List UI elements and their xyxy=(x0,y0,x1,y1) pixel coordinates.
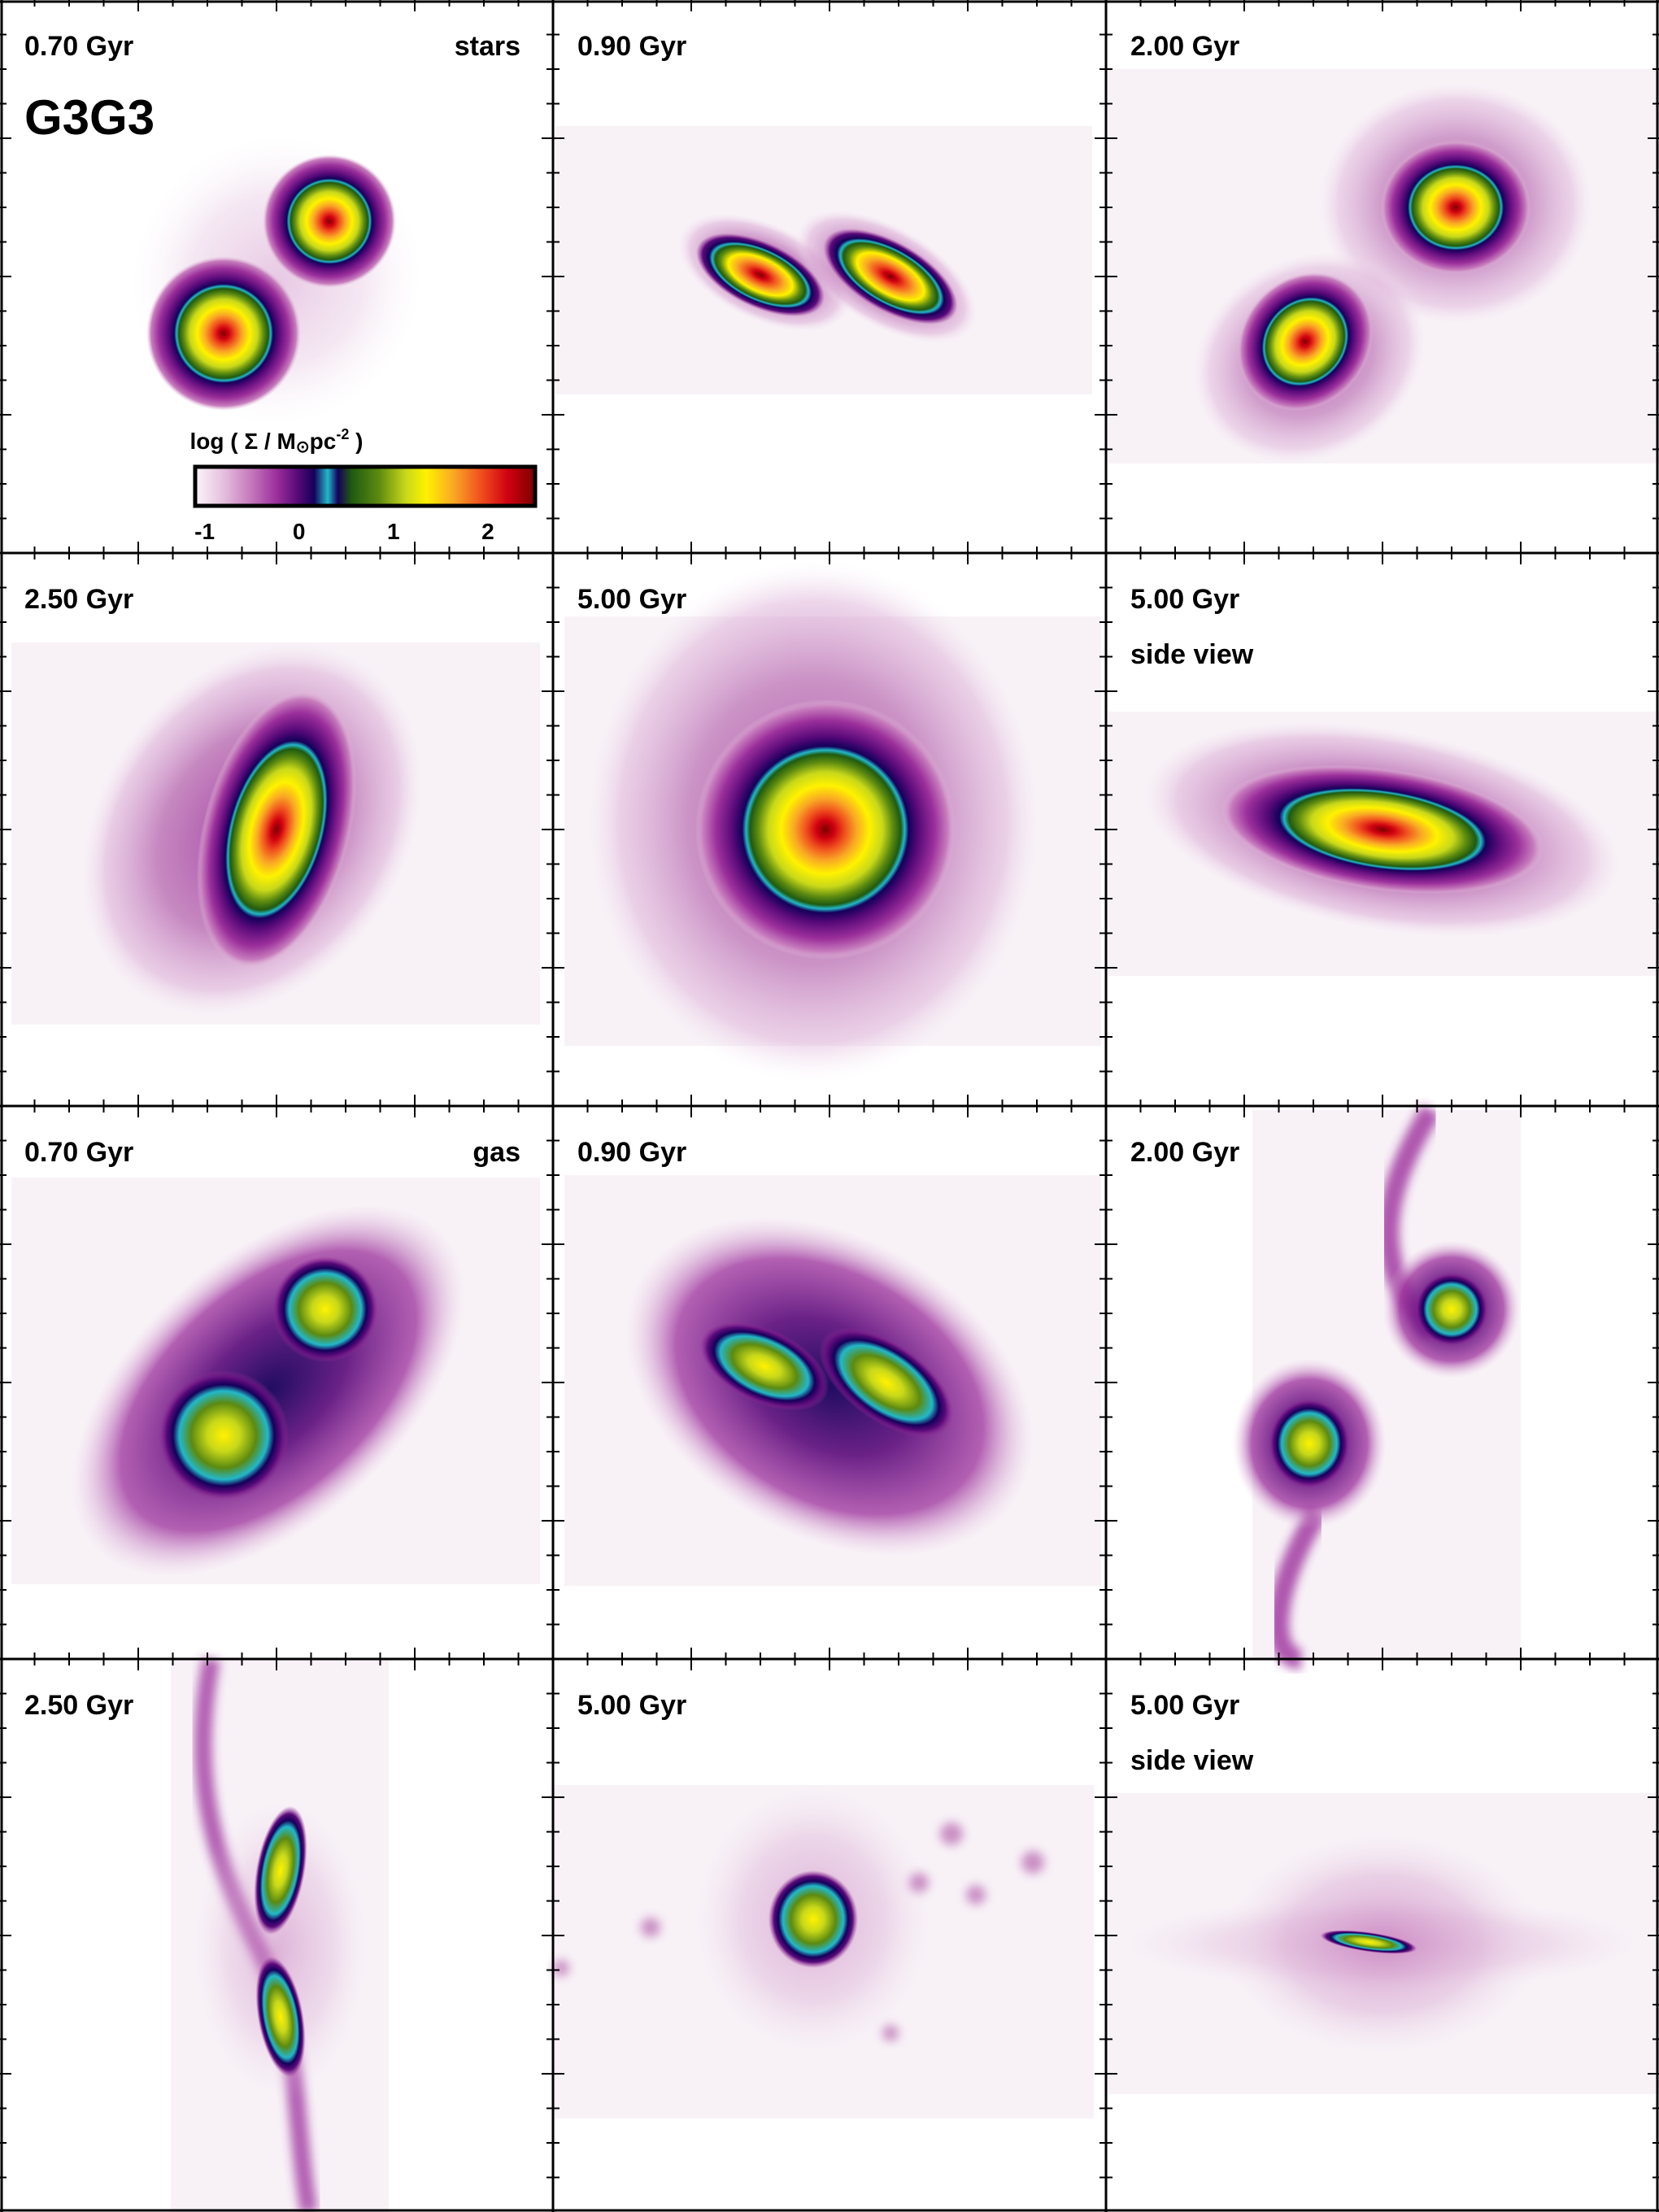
panel-time-label: 2.50 Gyr xyxy=(24,584,133,615)
panel-time-label: 5.00 Gyr xyxy=(1130,1690,1239,1721)
panel-time-label: 0.70 Gyr xyxy=(24,31,133,62)
panel-gas-5.00-side-image xyxy=(1114,1830,1651,2057)
panel-stars-0.70-image xyxy=(132,136,421,425)
panel-time-label: 2.50 Gyr xyxy=(24,1690,133,1721)
panel-view-label: side view xyxy=(1130,1745,1254,1776)
panel-gas-5.00-image xyxy=(553,1781,1044,2057)
figure-title: G3G3 xyxy=(24,90,155,145)
panel-time-label: 0.90 Gyr xyxy=(577,1137,686,1168)
colorbar-tick-label: 1 xyxy=(387,519,400,544)
panel-stars-2.00-image xyxy=(1191,81,1594,465)
colorbar-tick-label: 2 xyxy=(481,519,494,544)
panel-time-label: 5.00 Gyr xyxy=(577,1690,686,1721)
panel-time-label: 0.90 Gyr xyxy=(577,31,686,62)
panel-gas-0.90-image xyxy=(625,1216,1034,1557)
colorbar-label: log ( Σ / M⊙pc-2 ) xyxy=(190,426,364,456)
panel-view-label: side view xyxy=(1130,639,1254,670)
panel-time-label: 5.00 Gyr xyxy=(1130,584,1239,615)
colorbar-bar xyxy=(193,464,538,508)
panel-time-label: 5.00 Gyr xyxy=(577,584,686,615)
panel-stars-0.90-image xyxy=(677,209,978,344)
colorbar-tick-label: -1 xyxy=(194,519,215,544)
panel-stars-5.00-image xyxy=(586,561,1041,1082)
panel-stars-5.00-side-image xyxy=(1141,721,1624,938)
panel-gas-2.00-image xyxy=(1232,1104,1521,1670)
panel-component-label: gas xyxy=(472,1137,520,1168)
panel-stars-2.50-image xyxy=(80,641,425,1018)
colorbar-tick-label: 0 xyxy=(293,519,306,544)
panel-time-label: 0.70 Gyr xyxy=(24,1137,133,1168)
panel-time-label: 2.00 Gyr xyxy=(1130,31,1239,62)
panel-component-label: stars xyxy=(455,31,520,62)
panel-time-label: 2.00 Gyr xyxy=(1130,1137,1239,1168)
panel-gas-0.70-image xyxy=(71,1204,466,1578)
colorbar: log ( Σ / M⊙pc-2 ) -1 0 1 2 xyxy=(190,426,538,544)
panel-gas-2.50-image xyxy=(191,1657,370,2212)
